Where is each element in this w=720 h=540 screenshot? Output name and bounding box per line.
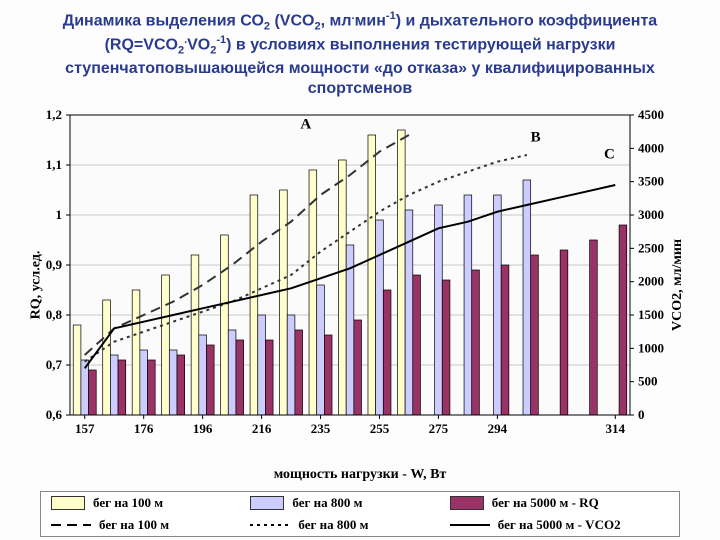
svg-text:0,6: 0,6 [46,407,63,422]
chart-svg: 0,6 0,7 0,8 0,9 1 1,1 1,2 0 500 1000 1500 2000 2500 3… [10,105,710,465]
legend-item: бег на 800 м [240,492,439,514]
legend-item: бег на 100 м [41,514,240,536]
svg-text:1,2: 1,2 [46,107,62,122]
x-axis-label: мощность нагрузки - W, Вт [0,467,720,483]
legend-item: бег на 100 м [41,492,240,514]
svg-text:2000: 2000 [638,273,664,288]
svg-text:255: 255 [370,421,390,436]
svg-text:500: 500 [638,373,658,388]
svg-text:0,9: 0,9 [46,257,63,272]
svg-text:196: 196 [193,421,213,436]
svg-text:216: 216 [252,421,272,436]
svg-text:4500: 4500 [638,107,664,122]
svg-text:4000: 4000 [638,140,664,155]
svg-text:314: 314 [606,421,626,436]
y-axis-right-label: VCO2, мл/мин [670,239,686,331]
svg-text:A: A [300,116,311,132]
svg-text:275: 275 [429,421,449,436]
legend-item: бег на 5000 м - RQ [440,492,679,514]
svg-text:0: 0 [638,407,645,422]
legend-item: бег на 5000 м - VCO2 [440,514,679,536]
svg-text:1,1: 1,1 [46,157,62,172]
y-axis-left-label: RQ, усл.ед. [28,250,44,319]
svg-text:1500: 1500 [638,307,664,322]
chart-area: RQ, усл.ед. VCO2, мл/мин 0,6 0,7 0,8 0,9 1 1,… [10,105,710,465]
chart-title: Динамика выделения СО2 (VCO2, мл.мин-1) … [0,0,720,105]
svg-text:3500: 3500 [638,173,664,188]
svg-text:3000: 3000 [638,207,664,222]
svg-text:157: 157 [75,421,95,436]
svg-text:B: B [531,129,541,145]
svg-text:294: 294 [488,421,508,436]
svg-text:C: C [604,146,615,162]
legend: бег на 100 мбег на 800 мбег на 5000 м - … [40,491,680,537]
svg-text:1: 1 [56,207,63,222]
svg-text:1000: 1000 [638,340,664,355]
legend-item: бег на 800 м [240,514,439,536]
svg-text:0,7: 0,7 [46,357,63,372]
svg-text:0,8: 0,8 [46,307,63,322]
svg-text:2500: 2500 [638,240,664,255]
svg-text:176: 176 [134,421,154,436]
svg-text:235: 235 [311,421,331,436]
